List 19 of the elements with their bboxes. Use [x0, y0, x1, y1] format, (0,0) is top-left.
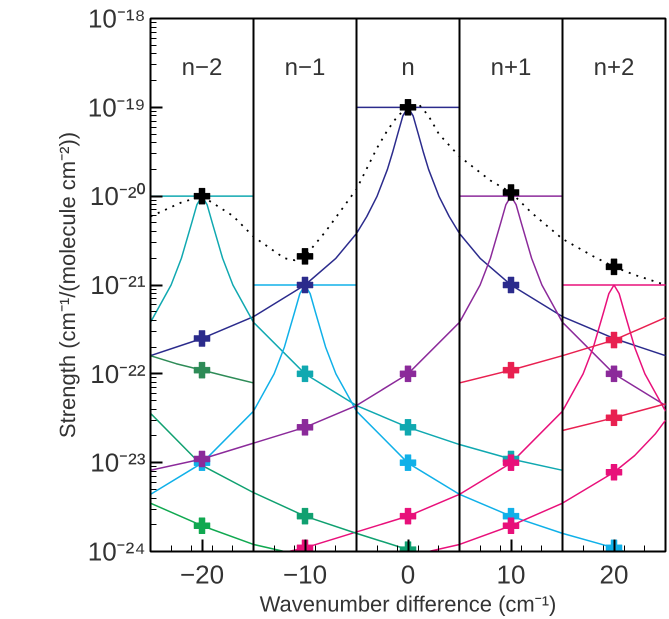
x-tick-label: 0 — [400, 560, 416, 590]
x-tick-label: 20 — [600, 560, 628, 590]
y-tick-label: 10⁻²² — [90, 358, 146, 389]
x-tick-label: −20 — [180, 560, 224, 590]
y-tick-label: 10⁻¹⁸ — [88, 4, 146, 34]
y-tick-label: 10⁻¹⁹ — [88, 92, 146, 122]
annotation: n — [401, 54, 415, 81]
y-tick-label: 10⁻²⁴ — [88, 536, 146, 566]
annotation: n+2 — [594, 54, 634, 81]
y-tick-label: 10⁻²¹ — [90, 270, 146, 300]
annotation: n−2 — [182, 54, 222, 81]
annotation: n+1 — [490, 54, 532, 81]
x-tick-label: 10 — [496, 560, 526, 590]
x-tick-label: −10 — [282, 560, 328, 590]
y-tick-label: 10⁻²⁰ — [90, 181, 146, 212]
y-axis-title: Strength (cm⁻¹/(molecule cm⁻²)) — [54, 132, 80, 438]
y-tick-label: 10⁻²³ — [90, 448, 146, 478]
x-axis-title: Wavenumber difference (cm⁻¹) — [260, 592, 556, 616]
annotation: n−1 — [284, 54, 326, 81]
